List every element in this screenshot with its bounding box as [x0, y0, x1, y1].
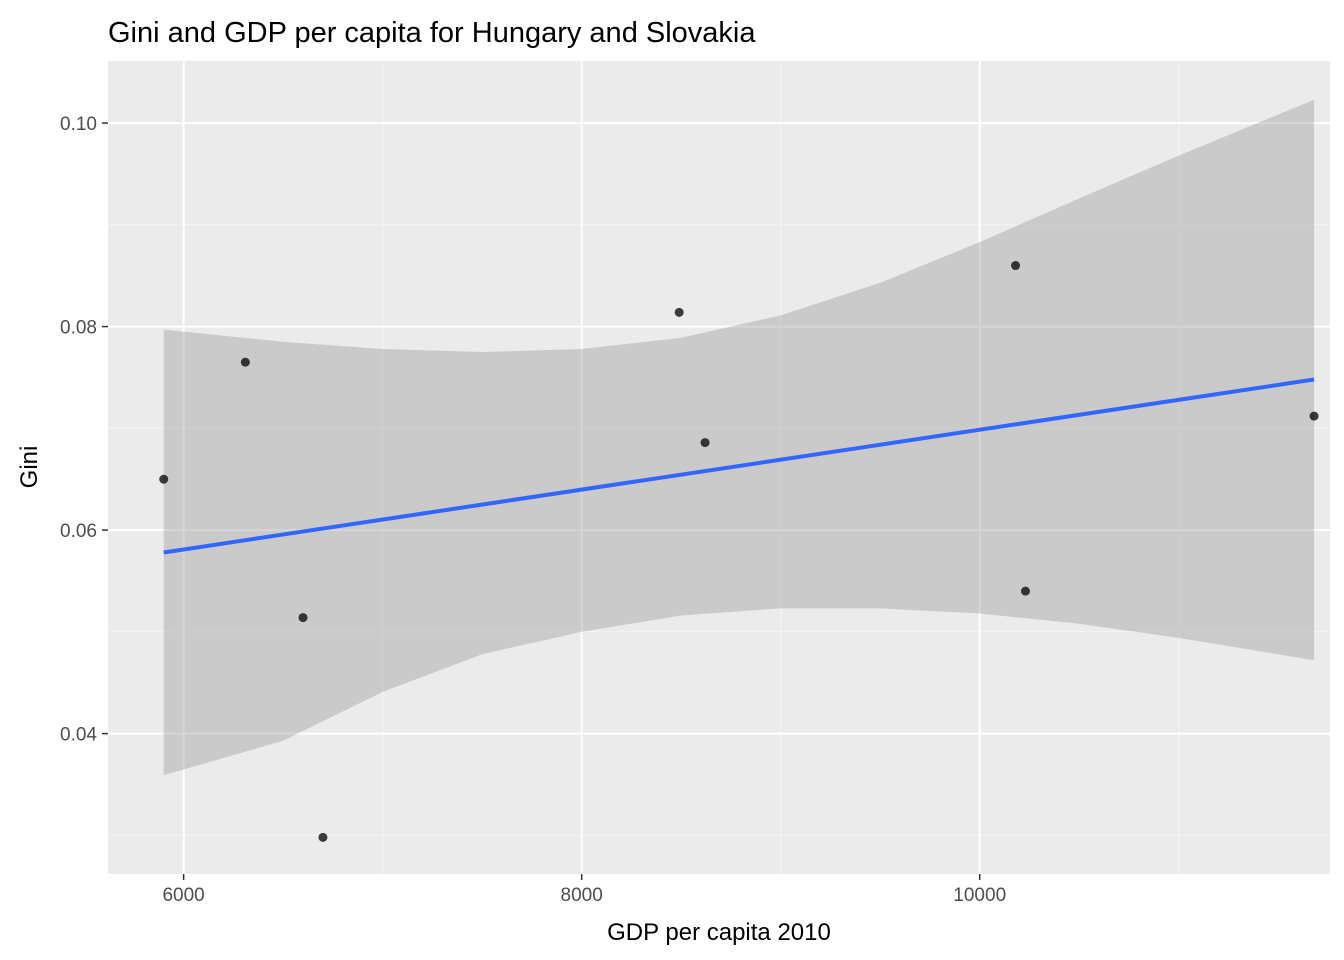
x-axis-title: GDP per capita 2010	[607, 919, 831, 946]
y-axis-title: Gini	[16, 446, 43, 489]
x-tick-label: 8000	[561, 885, 603, 906]
data-point	[159, 474, 169, 484]
y-tick-label: 0.04	[60, 725, 97, 746]
confidence-band-layer	[163, 99, 1315, 776]
data-point	[318, 832, 328, 842]
trend-line	[163, 377, 1315, 555]
confidence-band	[163, 99, 1315, 776]
data-point	[1309, 411, 1319, 421]
data-point	[240, 357, 250, 367]
grid-major	[108, 61, 1330, 874]
data-point	[700, 438, 710, 448]
y-tick-label: 0.08	[60, 318, 97, 339]
data-points-layer	[159, 261, 1319, 842]
y-tick-label: 0.10	[60, 114, 97, 135]
x-tick-label: 10000	[953, 885, 1006, 906]
y-axis: 0.04 0.06 0.08 0.10	[60, 114, 108, 746]
chart-title: Gini and GDP per capita for Hungary and …	[108, 17, 756, 49]
data-point	[1020, 586, 1030, 596]
data-point	[1011, 261, 1021, 271]
x-tick-label: 6000	[162, 885, 204, 906]
x-axis: 6000 8000 10000	[162, 874, 1006, 906]
data-point	[298, 613, 308, 623]
grid-minor	[108, 61, 1330, 874]
trend-line-layer	[163, 377, 1315, 555]
data-point	[674, 307, 684, 317]
y-tick-label: 0.06	[60, 521, 97, 542]
